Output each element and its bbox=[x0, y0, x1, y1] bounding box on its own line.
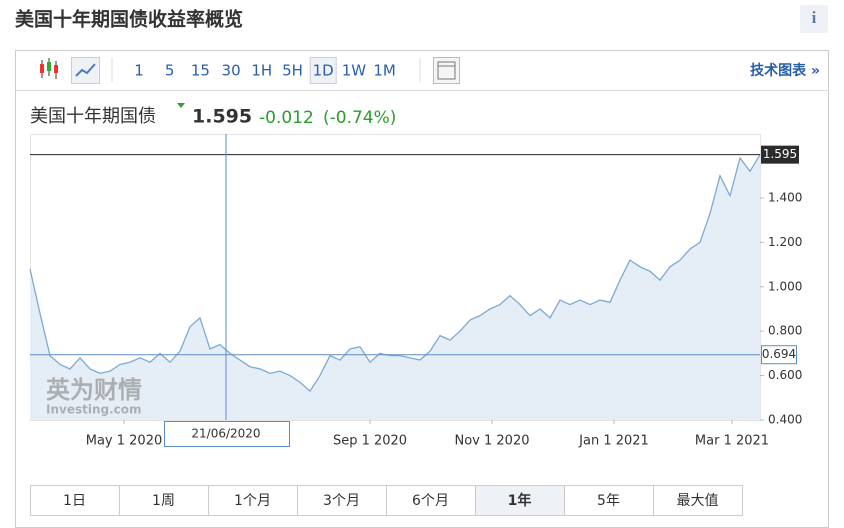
interval-button[interactable]: 1M bbox=[373, 62, 396, 80]
range-button[interactable] bbox=[564, 485, 654, 516]
page-title: 美国十年期国债收益率概览 bbox=[15, 8, 243, 31]
range-button[interactable] bbox=[208, 485, 298, 516]
interval-selected[interactable] bbox=[309, 57, 337, 84]
range-button[interactable] bbox=[386, 485, 476, 516]
info-button[interactable] bbox=[800, 5, 828, 33]
range-label[interactable]: 1年 bbox=[508, 492, 532, 509]
table-icon-inner[interactable] bbox=[437, 61, 456, 80]
quote-name: 美国十年期国债 bbox=[30, 106, 156, 127]
crosshair-x-box bbox=[164, 421, 290, 447]
interval-button[interactable]: 1H bbox=[251, 62, 272, 80]
range-label[interactable]: 最大值 bbox=[677, 493, 719, 509]
series-line bbox=[29, 154, 761, 393]
interval-button[interactable]: 1 bbox=[134, 62, 144, 80]
interval-button[interactable]: 30 bbox=[222, 62, 241, 80]
interval-button[interactable]: 5H bbox=[282, 62, 303, 80]
x-tick-label: May 1 2020 bbox=[86, 434, 163, 449]
x-tick-label: Jan 1 2021 bbox=[578, 434, 649, 449]
up-arrow bbox=[177, 103, 185, 108]
range-button[interactable] bbox=[653, 485, 743, 516]
watermark-site: Investing.com bbox=[46, 403, 142, 417]
range-button[interactable] bbox=[30, 485, 120, 516]
table-icon[interactable] bbox=[433, 57, 460, 84]
y-tick-label: 0.400 bbox=[768, 413, 802, 427]
range-label[interactable]: 1周 bbox=[152, 493, 175, 509]
y-tick-label: 0.600 bbox=[768, 368, 802, 382]
range-label[interactable]: 6个月 bbox=[412, 493, 449, 509]
y-tick-label: 1.000 bbox=[768, 279, 802, 293]
quote-last: 1.595 bbox=[192, 106, 252, 128]
watermark-brand: 英为财情 bbox=[46, 376, 142, 404]
last-value-box bbox=[761, 145, 799, 164]
y-tick-label: 1.200 bbox=[768, 235, 802, 249]
x-tick-label: Sep 1 2020 bbox=[333, 434, 407, 449]
x-tick-label: Mar 1 2021 bbox=[695, 434, 769, 449]
y-tick-label: 1.400 bbox=[768, 190, 802, 204]
candle-icon[interactable] bbox=[40, 58, 58, 79]
range-label[interactable]: 5年 bbox=[597, 493, 620, 509]
range-label[interactable]: 3个月 bbox=[323, 493, 360, 509]
area-fill bbox=[30, 154, 760, 420]
interval-button[interactable]: 1D bbox=[313, 62, 334, 80]
line-icon[interactable] bbox=[75, 63, 96, 77]
crosshair-y-box bbox=[761, 345, 797, 365]
interval-button[interactable]: 1W bbox=[342, 62, 367, 80]
range-label[interactable]: 1日 bbox=[63, 493, 86, 509]
crosshair-x-label: 21/06/2020 bbox=[191, 427, 260, 441]
quote-change-pct: (-0.74%) bbox=[323, 108, 396, 128]
quote-change: -0.012 bbox=[259, 108, 314, 128]
range-label[interactable]: 1个月 bbox=[234, 493, 271, 509]
range-button[interactable] bbox=[475, 485, 565, 516]
info-icon[interactable]: i bbox=[812, 8, 817, 27]
last-value-label: 1.595 bbox=[763, 147, 797, 161]
interval-button[interactable]: 5 bbox=[165, 62, 175, 80]
interval-button[interactable]: 15 bbox=[191, 62, 210, 80]
x-tick-label: Nov 1 2020 bbox=[455, 434, 530, 449]
y-tick-label: 0.800 bbox=[768, 324, 802, 338]
tech-chart-link[interactable]: 技术图表 » bbox=[750, 62, 820, 79]
range-button[interactable] bbox=[297, 485, 387, 516]
crosshair-y-label: 0.694 bbox=[762, 347, 796, 361]
line-icon-button[interactable] bbox=[71, 57, 100, 84]
